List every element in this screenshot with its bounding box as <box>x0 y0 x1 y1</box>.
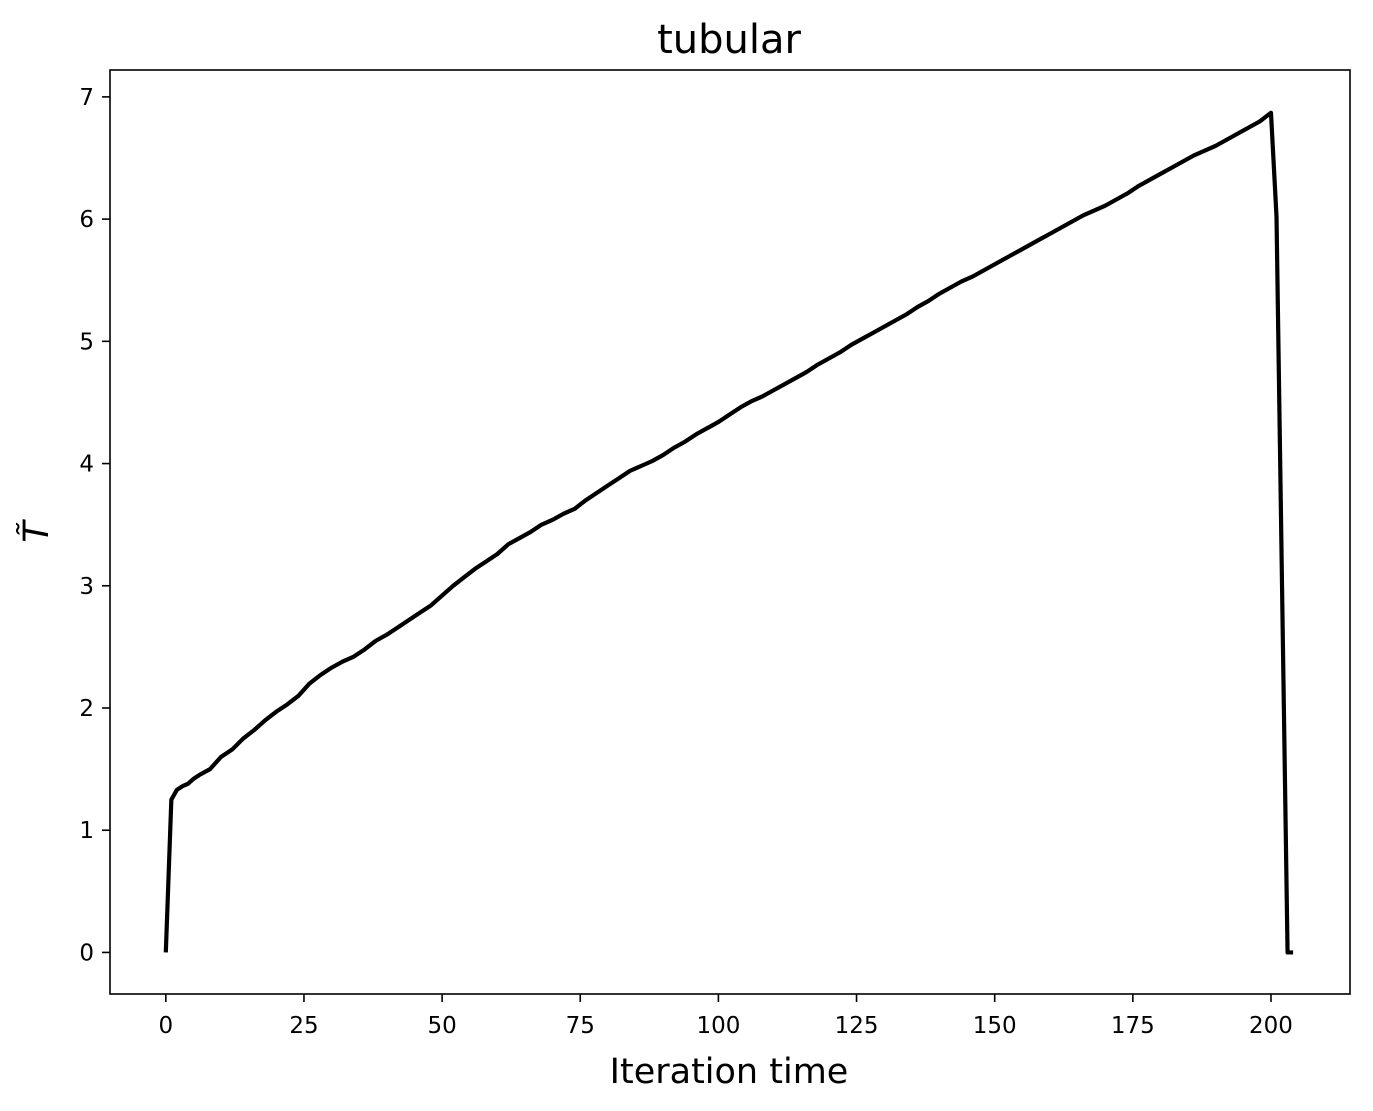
x-tick-label: 0 <box>158 1013 173 1039</box>
y-tick-label: 1 <box>79 818 94 844</box>
x-tick-label: 200 <box>1249 1013 1293 1039</box>
x-tick-label: 175 <box>1111 1013 1155 1039</box>
y-tick-label: 5 <box>79 329 94 355</box>
series-line <box>163 110 1294 955</box>
x-tick-label: 50 <box>427 1013 456 1039</box>
x-axis-label: Iteration time <box>610 1052 849 1092</box>
y-tick-label: 4 <box>79 452 94 478</box>
x-axis-ticks: 0 25 50 75 100 125 150 175 200 <box>158 994 1293 1039</box>
y-tick-label: 2 <box>79 696 94 722</box>
x-tick-label: 25 <box>289 1013 318 1039</box>
x-tick-label: 75 <box>566 1013 595 1039</box>
x-tick-label: 100 <box>696 1013 740 1039</box>
y-tick-label: 6 <box>79 207 94 233</box>
x-tick-label: 150 <box>973 1013 1017 1039</box>
chart-title: tubular <box>657 17 801 63</box>
y-tick-label: 0 <box>79 940 94 966</box>
y-tick-label: 3 <box>79 574 94 600</box>
y-tick-label: 7 <box>79 85 94 111</box>
y-axis-label: T̃ <box>16 519 57 543</box>
y-axis-ticks: 0 1 2 3 4 5 6 7 <box>79 85 110 966</box>
plot-frame <box>109 69 1351 995</box>
x-tick-label: 125 <box>835 1013 879 1039</box>
